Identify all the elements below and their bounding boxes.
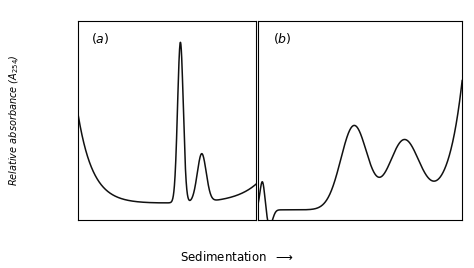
- Text: $(a)$: $(a)$: [91, 31, 109, 46]
- Text: Sedimentation  $\longrightarrow$: Sedimentation $\longrightarrow$: [180, 250, 294, 264]
- Text: $(b)$: $(b)$: [273, 31, 291, 46]
- Text: Relative absorbance ($A_{254}$): Relative absorbance ($A_{254}$): [8, 55, 21, 186]
